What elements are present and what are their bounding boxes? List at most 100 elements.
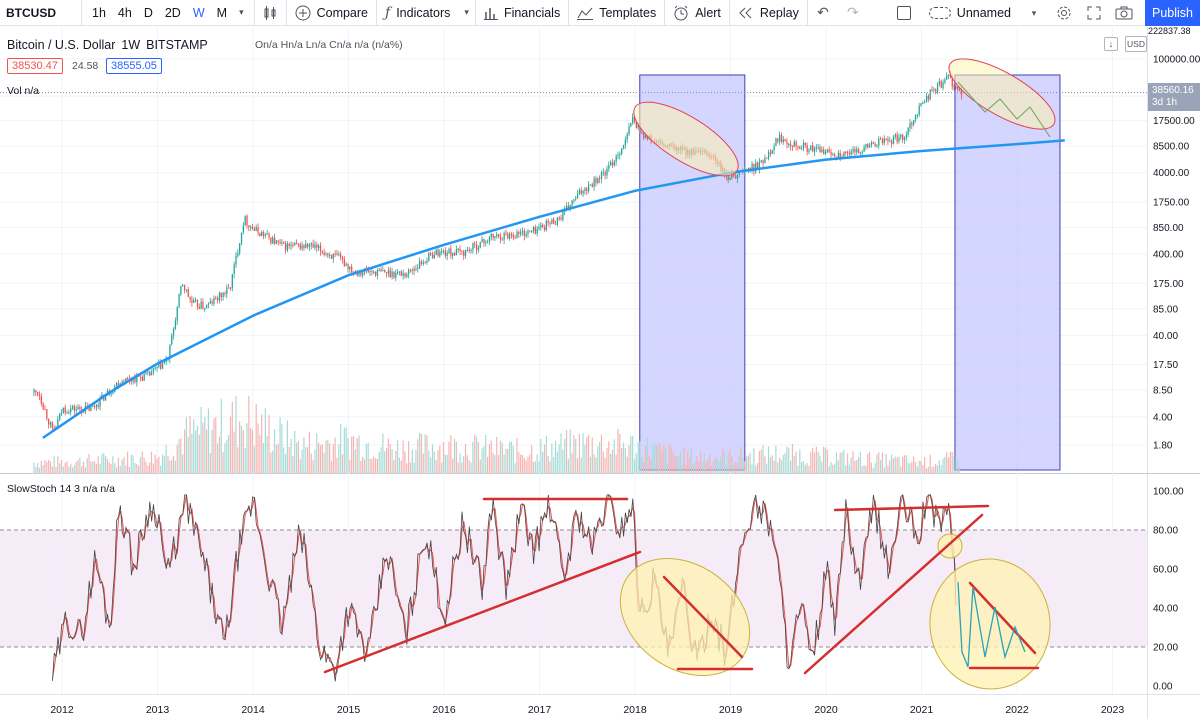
volume-bar xyxy=(183,429,186,473)
volume-bar xyxy=(253,446,255,473)
price-candle xyxy=(82,412,85,414)
volume-bar xyxy=(617,428,619,473)
volume-bar xyxy=(655,445,658,473)
volume-bar xyxy=(942,458,944,473)
price-candle xyxy=(158,362,160,367)
price-candle xyxy=(734,176,737,179)
price-candle xyxy=(329,254,331,256)
indicators-button[interactable]: ƒ Indicators xyxy=(377,0,458,26)
price-candle xyxy=(606,168,608,176)
price-tick-label: 17.50 xyxy=(1153,360,1178,371)
price-candle xyxy=(602,172,604,174)
price-candle xyxy=(769,152,772,154)
interval-d[interactable]: D xyxy=(143,5,153,20)
compare-button[interactable]: Compare xyxy=(287,0,378,26)
volume-bar xyxy=(44,460,46,473)
templates-button[interactable]: Templates xyxy=(569,0,666,26)
scroll-down-icon[interactable]: ↓ xyxy=(1104,37,1118,51)
price-candle xyxy=(99,398,101,407)
volume-bar xyxy=(933,466,935,473)
volume-bar xyxy=(64,462,66,473)
alert-button[interactable]: Alert xyxy=(665,0,730,26)
volume-bar xyxy=(385,448,388,473)
volume-bar xyxy=(867,453,869,473)
volume-bar xyxy=(99,463,101,473)
volume-bar xyxy=(259,435,261,473)
interval-2d[interactable]: 2D xyxy=(164,5,181,20)
stoch-legend[interactable]: SlowStoch 14 3 n/a n/a xyxy=(7,483,115,495)
price-candle xyxy=(343,259,346,266)
price-candle xyxy=(358,271,360,276)
price-candle xyxy=(446,253,448,256)
financials-button[interactable]: Financials xyxy=(476,0,570,26)
buy-price-box[interactable]: 38555.05 xyxy=(106,58,162,74)
price-candle xyxy=(439,251,441,256)
currency-badge[interactable]: USD xyxy=(1125,36,1147,52)
volume-bar xyxy=(424,434,426,473)
volume-bar xyxy=(775,445,777,473)
volume-bar xyxy=(841,451,843,473)
layout-name-button[interactable]: Unnamed xyxy=(921,6,1019,20)
undo-icon[interactable]: ↶ xyxy=(816,4,829,20)
volume-bar xyxy=(793,455,795,473)
price-candle xyxy=(878,138,880,146)
volume-bar xyxy=(911,461,913,473)
price-candle xyxy=(290,244,292,247)
volume-bar xyxy=(261,414,263,473)
interval-w[interactable]: W xyxy=(192,5,205,20)
volume-bar xyxy=(846,453,849,473)
indicator-templates-dropdown[interactable]: ▾ xyxy=(458,0,476,26)
sell-price-box[interactable]: 38530.47 xyxy=(7,58,63,74)
volume-bar xyxy=(152,463,154,473)
price-candle xyxy=(885,138,887,140)
volume-bar xyxy=(705,462,707,473)
price-candle xyxy=(200,301,202,309)
legend-title[interactable]: Bitcoin / U.S. Dollar 1W BITSTAMP xyxy=(7,38,208,52)
stoch-label: SlowStoch xyxy=(7,483,57,495)
volume-bar xyxy=(246,423,248,473)
price-candle xyxy=(62,407,65,413)
chart-canvas[interactable]: 100000.0035000.0017500.008500.004000.001… xyxy=(0,27,1200,719)
camera-icon[interactable] xyxy=(1109,0,1139,26)
price-candle xyxy=(556,217,559,225)
volume-bar xyxy=(286,420,288,473)
fullscreen-icon[interactable] xyxy=(1079,0,1109,26)
volume-bar xyxy=(795,451,797,473)
price-candle xyxy=(376,270,379,276)
volume-bar xyxy=(571,453,573,473)
volume-bar xyxy=(633,459,636,473)
redo-icon[interactable]: ↷ xyxy=(846,4,859,20)
interval-dropdown-icon[interactable]: ▾ xyxy=(239,7,244,17)
volume-bar xyxy=(883,467,885,473)
interval-4h[interactable]: 4h xyxy=(117,5,132,20)
templates-label: Templates xyxy=(599,5,657,20)
replay-button[interactable]: Replay xyxy=(730,0,808,26)
price-candle xyxy=(532,227,535,231)
symbol-description: Bitcoin / U.S. Dollar xyxy=(7,38,116,52)
volume-legend[interactable]: Vol n/a xyxy=(7,85,39,97)
volume-bar xyxy=(514,463,516,473)
volume-bar xyxy=(527,456,529,473)
price-candle xyxy=(486,241,489,243)
price-candle xyxy=(211,301,213,304)
price-candle xyxy=(79,406,81,410)
chart-pane[interactable]: 100000.0035000.0017500.008500.004000.001… xyxy=(0,26,1200,719)
interval-m[interactable]: M xyxy=(216,5,228,20)
price-candle xyxy=(97,405,99,407)
price-candle xyxy=(773,146,775,150)
volume-bar xyxy=(369,458,371,473)
interval-1h[interactable]: 1h xyxy=(92,5,106,20)
volume-bar xyxy=(51,466,53,473)
candles-chart-type-icon[interactable] xyxy=(255,0,287,26)
price-candle xyxy=(808,149,810,152)
layout-select-icon[interactable] xyxy=(896,6,911,20)
volume-bar xyxy=(316,433,318,473)
price-candle xyxy=(204,308,206,310)
price-candle xyxy=(466,249,469,251)
gear-icon[interactable] xyxy=(1049,0,1079,26)
price-candle xyxy=(611,162,614,166)
publish-button[interactable]: Publish xyxy=(1145,0,1200,26)
layout-dropdown-icon[interactable]: ▾ xyxy=(1031,7,1037,18)
price-candle xyxy=(180,285,182,295)
symbol-search[interactable]: BTCUSD xyxy=(0,0,82,26)
